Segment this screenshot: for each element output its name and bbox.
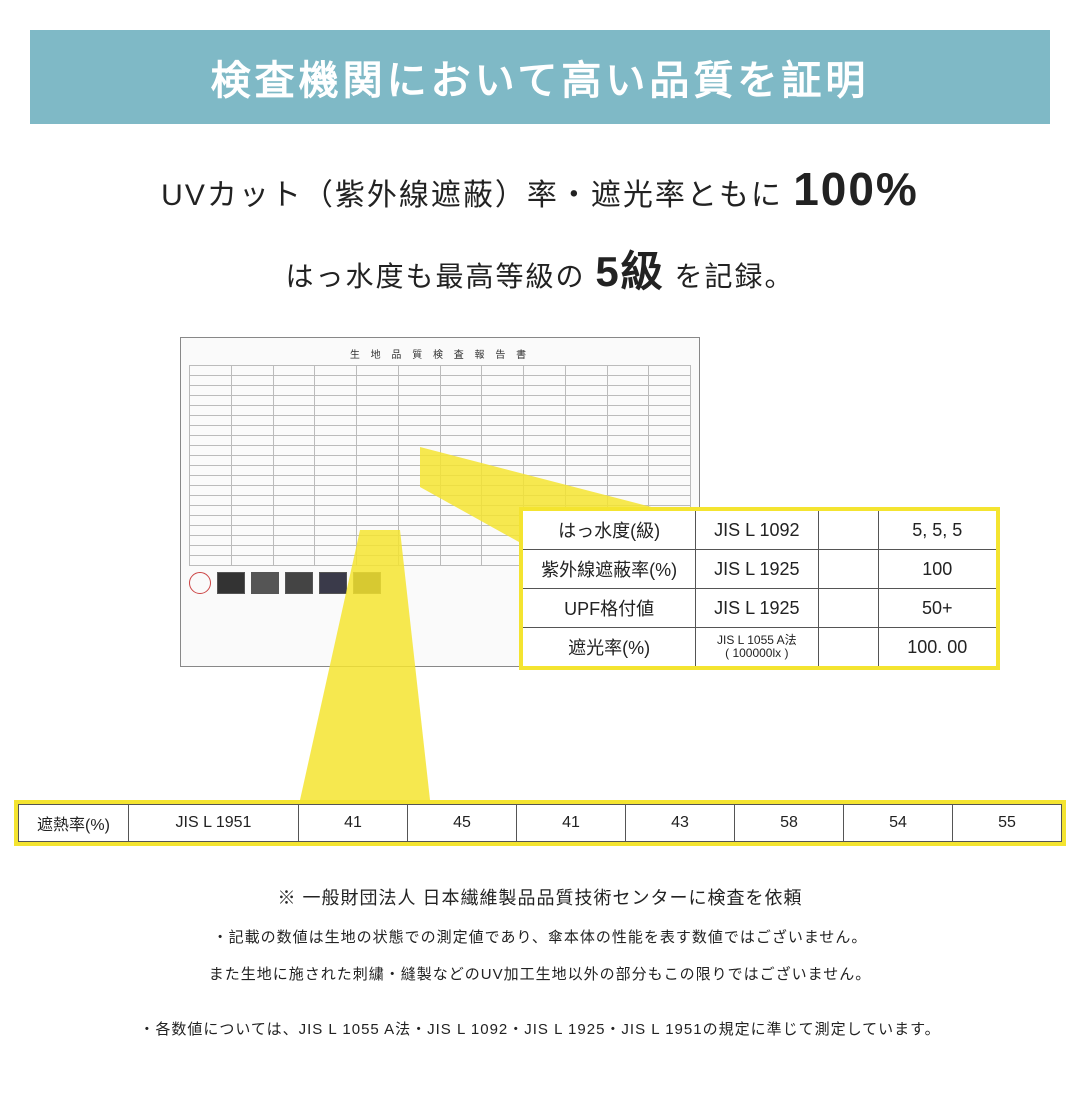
hl-spacer [818,550,878,589]
headline-text: UVカット（紫外線遮蔽）率・遮光率ともに [161,179,783,212]
subhead-pre: はっ水度も最高等級の [286,261,586,292]
hl-value: 100 [878,550,998,589]
hl-label: UPF格付値 [521,589,696,628]
subheadline: はっ水度も最高等級の 5級 を記録。 [0,238,1080,299]
headline: UVカット（紫外線遮蔽）率・遮光率ともに 100% [0,162,1080,216]
hl-label: はっ水度(級) [521,509,696,550]
hl-standard: JIS L 1925 [696,589,818,628]
stamp-icon [189,572,211,594]
header-banner: 検査機関において高い品質を証明 [30,30,1050,124]
fabric-swatch [251,572,279,594]
footnote-disclaimer-1: ・記載の数値は生地の状態での測定値であり、傘本体の性能を表す数値ではございません… [40,926,1040,947]
hl-label: 遮光率(%) [521,628,696,669]
subhead-post: を記録。 [674,261,794,292]
footnotes: ※ 一般財団法人 日本繊維製品品質技術センターに検査を依頼 ・記載の数値は生地の… [40,870,1040,1039]
hl-label: 紫外線遮蔽率(%) [521,550,696,589]
strip-cell: 遮熱率(%) [19,805,129,842]
footnote-source: ※ 一般財団法人 日本繊維製品品質技術センターに検査を依頼 [40,884,1040,910]
strip-cell: JIS L 1951 [129,805,299,842]
headline-emphasis: 100% [793,163,919,215]
highlight-table: はっ水度(級)JIS L 10925, 5, 5紫外線遮蔽率(%)JIS L 1… [519,507,1000,670]
strip-cell: 45 [408,805,517,842]
hl-spacer [818,509,878,550]
strip-cell: 54 [844,805,953,842]
report-area: 生 地 品 質 検 査 報 告 書 はっ水度(級)JIS L 1092 5, 5,… [80,337,1000,707]
fabric-swatch [217,572,245,594]
subhead-emphasis: 5級 [595,248,664,295]
strip-cell: 55 [953,805,1062,842]
fabric-swatch [319,572,347,594]
strip-cell: 58 [735,805,844,842]
strip-cell: 41 [517,805,626,842]
highlight-row: はっ水度(級)JIS L 1092 5, 5, 5 [521,509,998,550]
highlight-row: 紫外線遮蔽率(%)JIS L 1925 100 [521,550,998,589]
hl-value: 100. 00 [878,628,998,669]
fabric-swatch [353,572,381,594]
hl-value: 50+ [878,589,998,628]
hl-value: 5, 5, 5 [878,509,998,550]
fabric-swatch [285,572,313,594]
heat-shield-strip: 遮熱率(%)JIS L 195141454143585455 [14,800,1066,846]
hl-standard: JIS L 1055 A法( 100000lx ) [696,628,818,669]
strip-cell: 41 [299,805,408,842]
highlight-row: 遮光率(%)JIS L 1055 A法( 100000lx ) 100. 00 [521,628,998,669]
footnote-standards: ・各数値については、JIS L 1055 A法・JIS L 1092・JIS L… [40,1018,1040,1039]
strip-row: 遮熱率(%)JIS L 195141454143585455 [19,805,1062,842]
strip-cell: 43 [626,805,735,842]
hl-standard: JIS L 1092 [696,509,818,550]
report-title: 生 地 品 質 検 査 報 告 書 [189,346,691,361]
hl-standard: JIS L 1925 [696,550,818,589]
footnote-disclaimer-2: また生地に施された刺繍・縫製などのUV加工生地以外の部分もこの限りではございませ… [40,963,1040,984]
highlight-row: UPF格付値JIS L 1925 50+ [521,589,998,628]
hl-spacer [818,628,878,669]
hl-spacer [818,589,878,628]
